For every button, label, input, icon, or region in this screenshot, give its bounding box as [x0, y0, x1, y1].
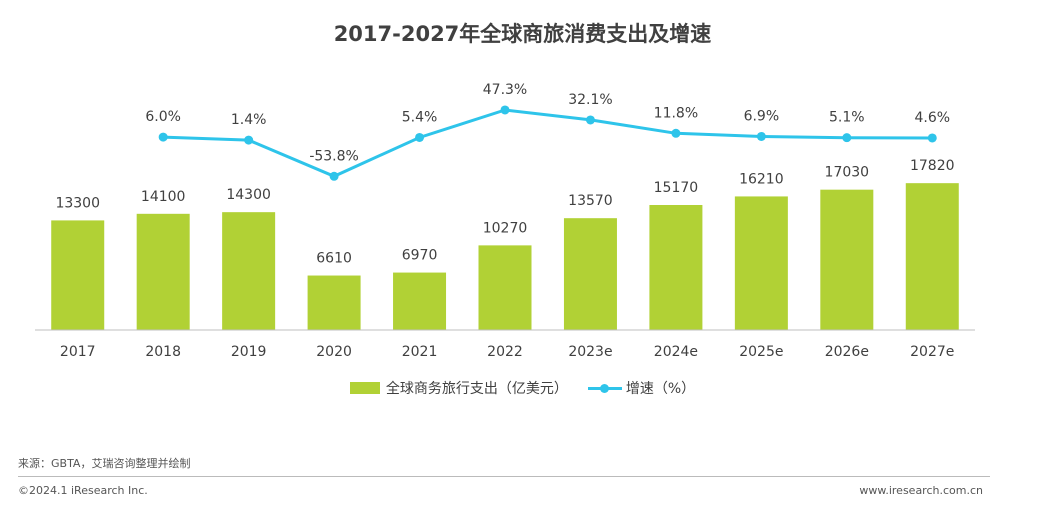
footer-divider [18, 476, 990, 477]
bar-value-label: 16210 [739, 171, 784, 187]
bar-2018 [136, 213, 190, 330]
growth-rate-point [927, 133, 937, 143]
bar-2017 [51, 220, 105, 330]
legend-line-swatch [587, 382, 622, 394]
bar-value-label: 14300 [226, 187, 271, 203]
bar-value-label: 13300 [55, 195, 100, 211]
growth-rate-label: 47.3% [483, 82, 527, 98]
growth-rate-line [163, 108, 933, 178]
bar-2025e [734, 196, 788, 330]
x-tick-label: 2023e [568, 344, 612, 360]
growth-rate-point [500, 105, 510, 115]
bar-value-label: 6610 [316, 251, 352, 267]
x-tick-label: 2022 [487, 344, 523, 360]
growth-rate-label: 5.4% [402, 109, 438, 125]
bar-2022 [478, 245, 532, 330]
website-link[interactable]: www.iresearch.com.cn [859, 484, 983, 497]
growth-rate-label: -53.8% [309, 148, 359, 164]
bar-value-label: 17030 [825, 165, 870, 181]
x-tick-label: 2019 [231, 344, 267, 360]
source-note: 来源：GBTA，艾瑞咨询整理并绘制 [18, 457, 191, 470]
bar-2024e [649, 204, 703, 330]
growth-rate-label: 6.0% [145, 109, 181, 125]
bar-2026e [820, 189, 874, 330]
growth-rate-label: 32.1% [568, 92, 612, 108]
x-tick-label: 2020 [316, 344, 352, 360]
copyright-text: ©2024.1 iResearch Inc. [18, 484, 148, 497]
bar-2019 [222, 212, 276, 330]
growth-rate-point [244, 135, 254, 145]
x-tick-label: 2025e [739, 344, 783, 360]
legend-item-spending: 全球商务旅行支出（亿美元） [349, 378, 568, 398]
legend-bar-label: 全球商务旅行支出（亿美元） [385, 381, 568, 397]
bar-value-label: 15170 [654, 180, 699, 196]
bar-2027e [905, 183, 959, 330]
growth-rate-label: 4.6% [914, 110, 950, 126]
growth-rate-label: 1.4% [231, 112, 267, 128]
legend-item-growth: 增速（%） [587, 378, 696, 398]
bar-value-label: 6970 [402, 248, 438, 264]
bar-2021 [393, 272, 447, 330]
x-tick-label: 2017 [60, 344, 96, 360]
legend-line-label: 增速（%） [625, 381, 696, 397]
growth-rate-label: 5.1% [829, 110, 865, 126]
x-tick-label: 2018 [145, 344, 181, 360]
combo-chart: 13300 14100 14300 6610 6970 10270 13570 15170 16… [35, 82, 975, 360]
growth-rate-point [415, 132, 425, 142]
x-tick-label: 2026e [825, 344, 869, 360]
growth-rate-point [158, 132, 168, 142]
chart-title: 2017-2027年全球商旅消费支出及增速 [333, 22, 712, 46]
x-tick-label: 2027e [910, 344, 954, 360]
bar-value-label: 17820 [910, 158, 955, 174]
bar-2020 [307, 275, 361, 330]
growth-rate-point [329, 171, 339, 181]
growth-rate-label: 6.9% [744, 108, 780, 124]
growth-rate-point [585, 115, 595, 125]
bar-value-label: 10270 [483, 220, 528, 236]
bar-2023e [563, 218, 617, 330]
x-tick-label: 2021 [402, 344, 438, 360]
growth-rate-label: 11.8% [654, 105, 698, 121]
x-tick-label: 2024e [654, 344, 698, 360]
bar-value-label: 13570 [568, 193, 613, 209]
bar-value-label: 14100 [141, 189, 186, 205]
growth-rate-point [671, 128, 681, 138]
growth-rate-point [842, 133, 852, 143]
legend: 全球商务旅行支出（亿美元） 增速（%） [0, 378, 1045, 398]
legend-bar-swatch [349, 382, 380, 394]
growth-rate-point [756, 131, 766, 141]
